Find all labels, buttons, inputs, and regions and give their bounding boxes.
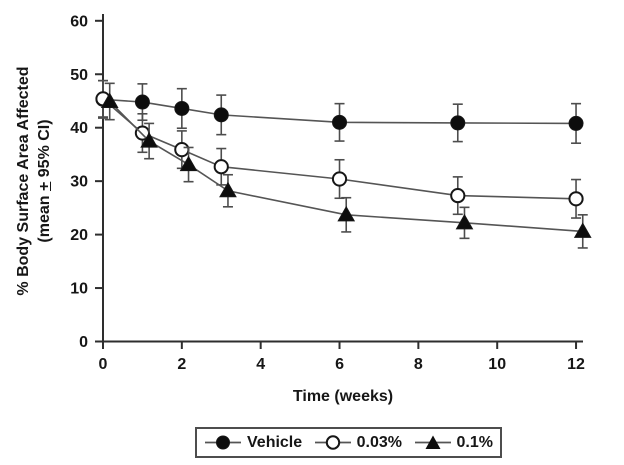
x-axis-title: Time (weeks) [292,388,394,405]
x-tick-label: 6 [335,356,344,373]
y-tick-label: 40 [70,120,88,137]
legend-item-vehicle: Vehicle [204,434,302,452]
y-tick-label: 60 [70,13,88,30]
marker-open-circle [568,191,584,207]
marker-filled-triangle [573,222,592,238]
y-axis-title: % Body Surface Area Affected (mean + 95%… [13,31,55,331]
legend-label-0-03-percent: 0.03% [356,433,403,451]
marker-open-circle [450,187,466,204]
x-tick-label: 8 [414,356,423,373]
x-tick-label: 2 [177,356,186,373]
marker-filled-circle [174,100,190,116]
plus-minus-symbol: + [36,181,53,192]
marker-open-circle [213,159,229,175]
marker-filled-triangle [179,155,198,172]
marker-filled-circle [568,115,584,131]
x-tick-label: 12 [567,356,585,373]
x-tick-label: 0 [99,356,108,373]
legend-label-0-1-percent: 0.1% [456,433,493,451]
y-tick-label: 50 [70,67,88,84]
marker-filled-circle [332,114,348,130]
y-axis-title-line1: % Body Surface Area Affected [15,66,32,296]
legend-marker-filled-triangle-icon [414,434,452,451]
series-vehicle [95,79,584,145]
legend-item-0-03-percent: 0.03% [314,434,402,452]
marker-filled-triangle [337,205,356,222]
marker-filled-triangle [100,92,119,109]
legend-label-vehicle: Vehicle [247,433,303,451]
series-0-03 [95,79,584,219]
marker-filled-triangle [140,132,158,148]
legend-item-0-1-percent: 0.1% [414,434,493,452]
legend-marker-vehicle-icon [204,434,242,451]
legend-marker-open-circle-icon [314,434,352,451]
legend: Vehicle 0.03% 0.1% [195,427,502,458]
series-0-1 [100,82,592,249]
marker-open-circle [331,171,348,187]
y-tick-label: 10 [70,281,88,298]
marker-filled-triangle [455,213,474,230]
marker-open-circle [174,142,190,158]
y-axis-title-line2: (mean + 95% CI) [36,119,53,243]
marker-filled-circle [134,94,150,110]
marker-filled-circle [213,107,229,123]
y-tick-label: 0 [79,334,88,351]
x-tick-label: 4 [256,356,265,373]
marker-filled-triangle [219,181,237,198]
marker-filled-circle [450,115,466,131]
x-tick-label: 10 [488,356,506,373]
y-tick-label: 20 [70,227,88,244]
y-tick-label: 30 [70,174,88,191]
